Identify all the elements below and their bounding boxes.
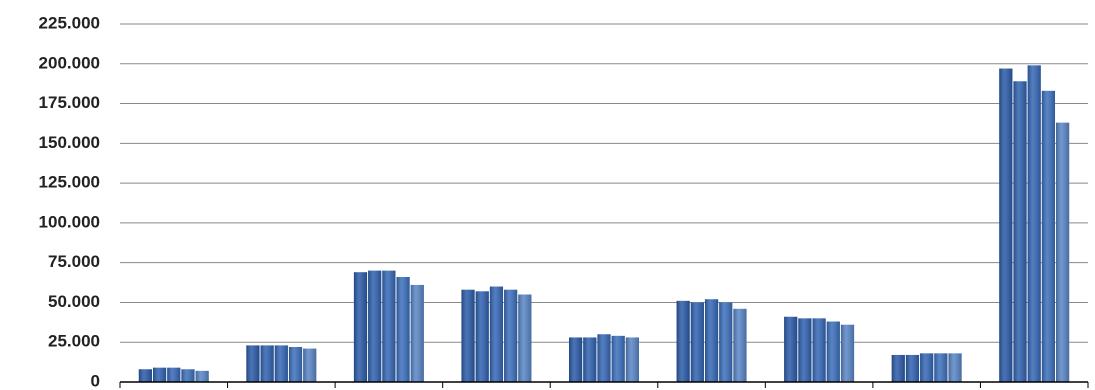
bar-shade — [152, 367, 167, 382]
bar-shade — [826, 321, 840, 382]
bar-shade — [1056, 122, 1070, 382]
y-tick-label: 150.000 — [39, 133, 100, 152]
bar-shade — [288, 346, 303, 382]
bar-shade — [784, 316, 798, 382]
y-tick-label: 100.000 — [39, 212, 100, 231]
bar-shade — [676, 300, 690, 382]
y-tick-label: 200.000 — [39, 53, 100, 72]
bar-shade — [353, 272, 368, 382]
bar-shade — [260, 345, 274, 382]
bar-shade — [274, 345, 288, 382]
bar-shade — [920, 353, 934, 382]
bar-shade — [733, 308, 747, 382]
bar-shade — [1013, 81, 1027, 382]
bar-shade — [690, 302, 704, 382]
bar-shade — [504, 289, 518, 382]
bar-shade — [812, 318, 826, 382]
y-tick-label: 125.000 — [39, 173, 100, 192]
bar-shade — [475, 291, 489, 382]
bar-shade — [948, 353, 962, 382]
bar-shade — [410, 284, 424, 382]
bar-shade — [625, 337, 639, 382]
bar-shade — [569, 337, 583, 382]
bar-shade — [1027, 65, 1041, 382]
bar-shade — [840, 324, 855, 382]
y-tick-label: 50.000 — [48, 292, 100, 311]
bar-shade — [583, 337, 597, 382]
bar-shade — [798, 318, 812, 382]
bar-shade — [891, 354, 905, 382]
y-tick-label: 175.000 — [39, 93, 100, 112]
bar-shade — [489, 286, 504, 382]
bar-shade — [518, 294, 532, 382]
bar-shade — [999, 68, 1013, 382]
bar-shade — [611, 335, 625, 382]
bar-shade — [167, 367, 181, 382]
bar-shade — [704, 299, 719, 382]
y-tick-label: 0 — [91, 371, 100, 390]
bar-shade — [934, 353, 948, 382]
bar-shade — [246, 345, 260, 382]
bar-shade — [195, 370, 209, 382]
bar-shade — [905, 354, 920, 382]
bar-shade — [382, 270, 396, 382]
y-tick-label: 75.000 — [48, 252, 100, 271]
bar-shade — [396, 276, 410, 382]
bar-shade — [597, 334, 611, 382]
bar-shade — [303, 348, 317, 382]
y-tick-label: 25.000 — [48, 332, 100, 351]
bar-shade — [1041, 90, 1056, 383]
bar-shade — [461, 289, 475, 382]
y-tick-label: 225.000 — [39, 13, 100, 32]
bar-shade — [368, 270, 382, 382]
bar-shade — [719, 302, 733, 382]
bar-shade — [138, 369, 152, 382]
bar-shade — [181, 369, 195, 382]
